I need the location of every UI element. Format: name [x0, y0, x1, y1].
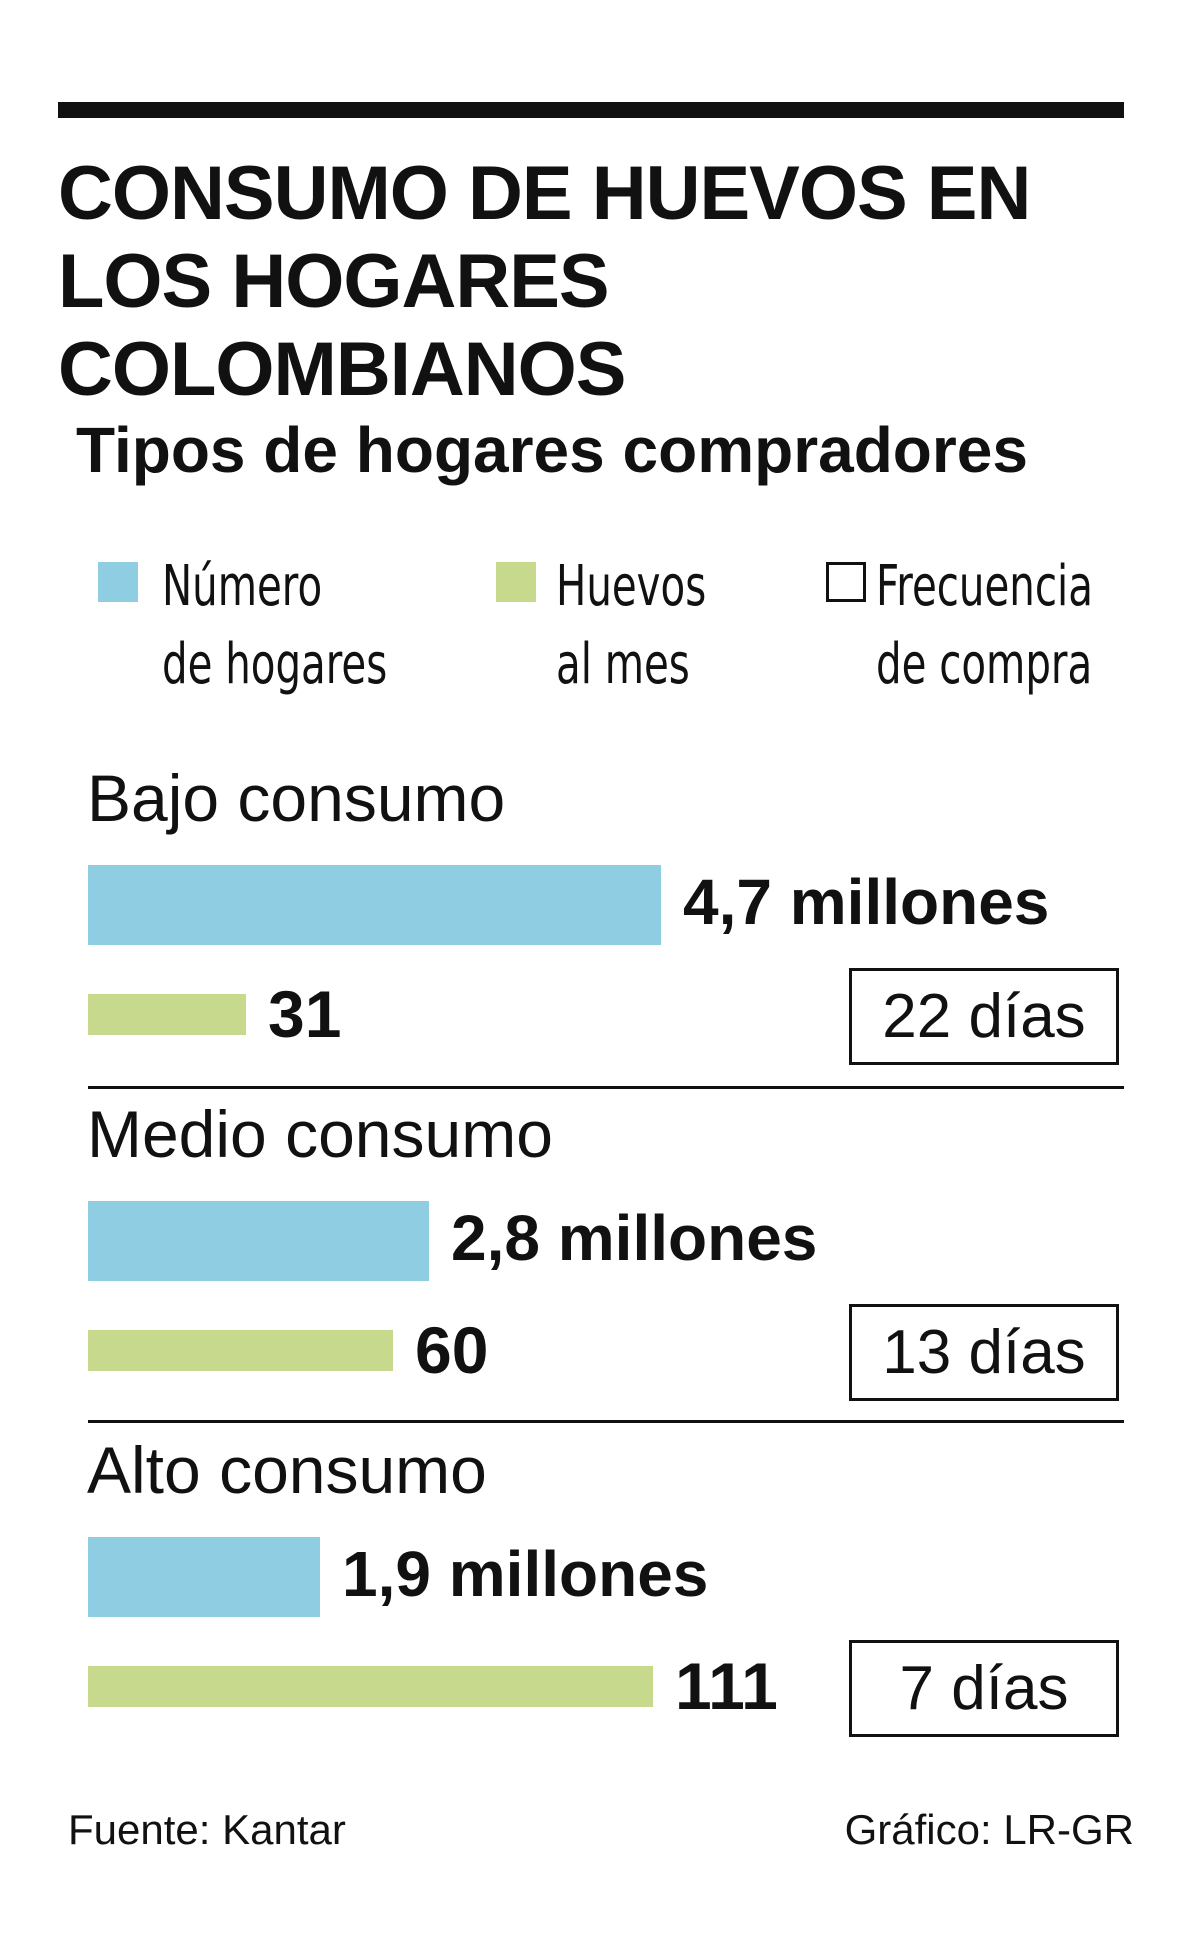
source-note: Fuente: Kantar [68, 1806, 346, 1853]
legend-line-1: Número [162, 554, 323, 619]
eggs-bar [88, 1666, 653, 1707]
legend-line-2: de hogares [162, 632, 388, 697]
frequency-value-label: 13 días [882, 1318, 1086, 1387]
group-divider [88, 1086, 1124, 1089]
group-divider [88, 1420, 1124, 1423]
frequency-value-label: 22 días [882, 982, 1086, 1051]
eggs-value-label: 31 [268, 977, 342, 1051]
legend-line-1: Huevos [556, 554, 707, 619]
blue-square-swatch-icon [98, 562, 138, 602]
eggs-bar [88, 1330, 393, 1371]
top-rule [58, 102, 1124, 118]
chart-subtitle: Tipos de hogares compradores [76, 414, 1028, 486]
legend-label: Número de hogares [162, 548, 388, 704]
households-value-label: 1,9 millones [342, 1538, 709, 1610]
title-line-1: CONSUMO DE HUEVOS EN [58, 151, 1031, 236]
households-value-label: 4,7 millones [683, 866, 1050, 938]
outlined-square-swatch-icon [826, 562, 866, 602]
category-label: Alto consumo [87, 1433, 487, 1507]
legend-label: Frecuencia de compra [876, 548, 1093, 704]
legend-line-1: Frecuencia [876, 554, 1093, 619]
frequency-box: 22 días [849, 968, 1119, 1065]
credit-note: Gráfico: LR-GR [844, 1806, 1134, 1853]
legend-line-2: al mes [556, 632, 690, 697]
eggs-value-label: 111 [675, 1649, 778, 1723]
frequency-box: 7 días [849, 1640, 1119, 1737]
legend-line-2: de compra [876, 632, 1093, 697]
frequency-value-label: 7 días [899, 1654, 1069, 1723]
households-bar [88, 865, 661, 945]
frequency-box: 13 días [849, 1304, 1119, 1401]
chart-title: CONSUMO DE HUEVOS EN LOS HOGARES COLOMBI… [58, 150, 1158, 414]
category-label: Medio consumo [87, 1097, 553, 1171]
legend-label: Huevos al mes [556, 548, 743, 704]
households-bar [88, 1201, 429, 1281]
title-line-2: LOS HOGARES COLOMBIANOS [58, 239, 626, 412]
eggs-bar [88, 994, 246, 1035]
households-value-label: 2,8 millones [451, 1202, 818, 1274]
green-square-swatch-icon [496, 562, 536, 602]
households-bar [88, 1537, 320, 1617]
category-label: Bajo consumo [87, 761, 506, 835]
eggs-value-label: 60 [415, 1313, 489, 1387]
